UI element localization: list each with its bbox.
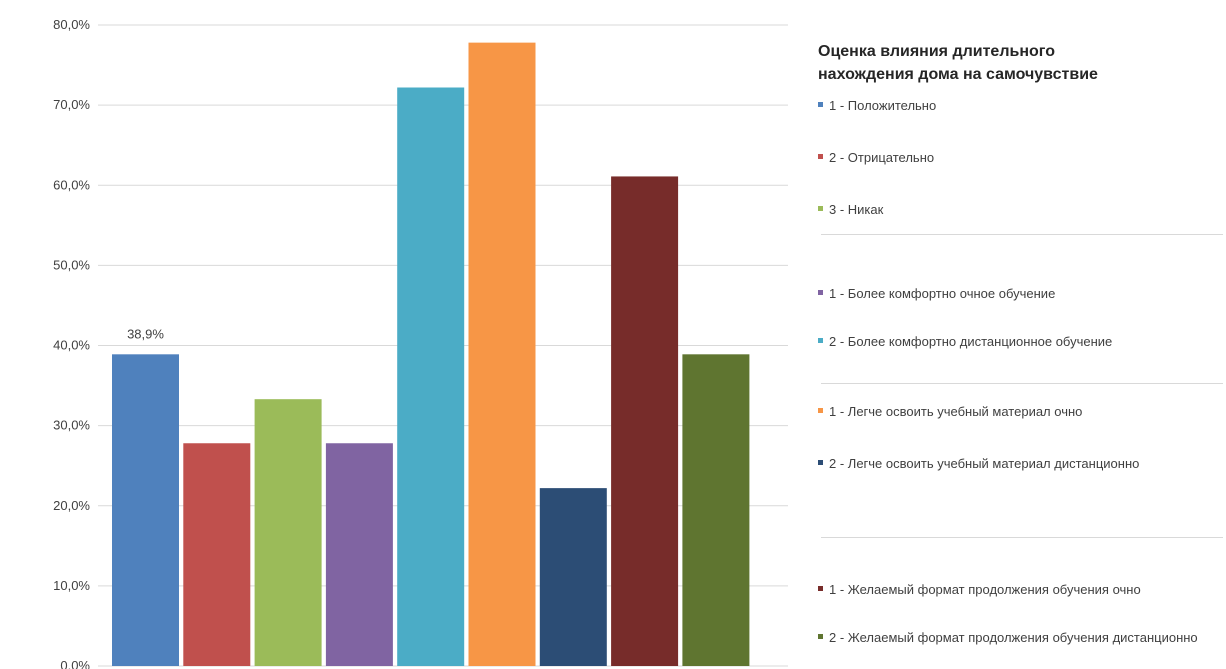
legend-item: 3 - Никак bbox=[818, 200, 883, 218]
legend-separator bbox=[821, 537, 1223, 538]
legend-swatch bbox=[818, 338, 823, 344]
data-label: 38,9% bbox=[127, 326, 164, 341]
legend-item: 1 - Положительно bbox=[818, 96, 936, 114]
y-tick-label: 40,0% bbox=[53, 338, 90, 353]
y-tick-label: 80,0% bbox=[53, 17, 90, 32]
legend-label: 2 - Отрицательно bbox=[829, 150, 935, 166]
legend-swatch bbox=[818, 154, 823, 160]
legend-item: 2 - Желаемый формат продолжения обучения… bbox=[818, 628, 1226, 646]
bar bbox=[539, 488, 607, 666]
bar-chart: 0,0% 10,0% 20,0% 30,0% 40,0% 50,0% 60,0% 70,0% 8… bbox=[53, 17, 788, 669]
legend-label: 1 - Легче освоить учебный материал очно bbox=[829, 404, 1083, 420]
legend-item: 2 - Отрицательно bbox=[818, 148, 934, 166]
legend-swatch bbox=[818, 206, 823, 212]
legend-item: 1 - Желаемый формат продолжения обучения… bbox=[818, 580, 1226, 598]
legend-label: 1 - Положительно bbox=[829, 98, 937, 114]
legend-swatch bbox=[818, 634, 823, 640]
bar bbox=[325, 443, 393, 666]
bar bbox=[254, 399, 322, 666]
bar bbox=[468, 42, 536, 666]
legend-label: 3 - Никак bbox=[829, 202, 884, 218]
legend-swatch bbox=[818, 408, 823, 414]
y-tick-label: 30,0% bbox=[53, 418, 90, 433]
y-tick-label: 20,0% bbox=[53, 498, 90, 513]
y-tick-label: 70,0% bbox=[53, 97, 90, 112]
y-tick-label: 10,0% bbox=[53, 578, 90, 593]
legend: Оценка влияния длительного нахождения до… bbox=[818, 40, 1223, 645]
bar bbox=[112, 354, 179, 666]
y-tick-label: 50,0% bbox=[53, 257, 90, 272]
legend-label: 1 - Более комфортно очное обучение bbox=[829, 286, 1056, 302]
legend-item: 2 - Более комфортно дистанционное обучен… bbox=[818, 332, 1112, 350]
bar bbox=[611, 176, 679, 666]
legend-item: 1 - Легче освоить учебный материал очно bbox=[818, 402, 1082, 420]
y-tick-label: 0,0% bbox=[60, 658, 90, 669]
bar bbox=[183, 443, 251, 666]
legend-swatch bbox=[818, 102, 823, 108]
legend-label: 2 - Желаемый формат продолжения обучения… bbox=[829, 630, 1198, 646]
bar bbox=[397, 87, 465, 666]
legend-item: 2 - Легче освоить учебный материал диста… bbox=[818, 454, 1226, 472]
legend-item: 1 - Более комфортно очное обучение bbox=[818, 284, 1055, 302]
legend-label: 1 - Желаемый формат продолжения обучения… bbox=[829, 582, 1141, 598]
legend-separator bbox=[821, 383, 1223, 384]
legend-swatch bbox=[818, 586, 823, 592]
y-tick-label: 60,0% bbox=[53, 177, 90, 192]
legend-title: Оценка влияния длительного нахождения до… bbox=[818, 43, 1098, 83]
legend-swatch bbox=[818, 460, 823, 466]
legend-label: 2 - Легче освоить учебный материал диста… bbox=[829, 456, 1140, 472]
legend-swatch bbox=[818, 290, 823, 296]
legend-label: 2 - Более комфортно дистанционное обучен… bbox=[829, 334, 1113, 350]
bar bbox=[682, 354, 750, 666]
legend-separator bbox=[821, 234, 1223, 235]
